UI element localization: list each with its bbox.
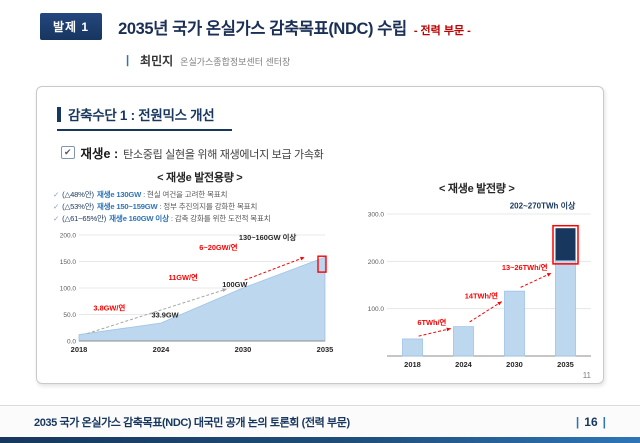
section-title-row: 감축수단 1 : 전원믹스 개선 [57, 104, 233, 131]
footer-pipe: | [575, 414, 580, 429]
svg-text:2024: 2024 [455, 360, 473, 369]
svg-text:6TWh/연: 6TWh/연 [417, 318, 446, 327]
svg-text:13~26TWh/연: 13~26TWh/연 [501, 263, 547, 272]
footer: 2035 국가 온실가스 감축목표(NDC) 대국민 공개 논의 토론회 (전력… [0, 405, 640, 437]
svg-text:100GW: 100GW [222, 280, 247, 289]
checkbox-icon: ✔ [61, 146, 75, 159]
header: 발제 1 2035년 국가 온실가스 감축목표(NDC) 수립 - 전력 부문 … [40, 13, 471, 40]
bullet-target: 재생e 130GW [96, 190, 142, 199]
svg-text:33.9GW: 33.9GW [152, 311, 179, 320]
bullet-desc: : 정부 추진의지를 강화한 목표치 [159, 202, 258, 212]
bullet-scenario: (△48%안) [62, 190, 94, 199]
svg-text:200.0: 200.0 [60, 233, 77, 240]
check-mark-icon: ✓ [53, 214, 60, 224]
content-card: 감축수단 1 : 전원믹스 개선 ✔ 재생e : 탄소중립 실현을 위해 재생에… [36, 86, 604, 384]
generation-bar-chart: 100.0 200.0 300.0 2018 2024 2030 2035 6TWh/연 14T… [367, 200, 591, 369]
svg-text:202~270TWh 이상: 202~270TWh 이상 [509, 200, 575, 210]
bullet-scenario: (△53%안) [62, 202, 94, 212]
speaker-divider: ㅣ [122, 54, 134, 68]
svg-text:14TWh/연: 14TWh/연 [464, 291, 497, 300]
svg-text:2030: 2030 [235, 345, 252, 354]
section-title-accent-bar [57, 106, 61, 122]
capacity-bullet: ✓ (△53%안) 재생e 150~159GW: 정부 추진의지를 강화한 목표치 [53, 201, 351, 213]
bar-highlight-outline [551, 224, 579, 265]
capacity-chart-title: < 재생e 발전용량 > [157, 172, 243, 184]
svg-text:300.0: 300.0 [367, 212, 384, 219]
bar-2024 [452, 326, 474, 357]
svg-text:130~160GW 이상: 130~160GW 이상 [239, 233, 297, 242]
footer-title: 2035 국가 온실가스 감축목표(NDC) 대국민 공개 논의 토론회 (전력… [34, 416, 350, 429]
bullet-desc: : 현실 여건을 고려한 목표치 [143, 190, 228, 199]
svg-text:2030: 2030 [506, 360, 523, 369]
capacity-bullet: ✓ (△48%안) 재생e 130GW: 현실 여건을 고려한 목표치 [53, 189, 351, 201]
bottom-accent-bar [0, 437, 640, 443]
capacity-area [78, 257, 326, 342]
svg-text:2018: 2018 [404, 360, 421, 369]
svg-text:11GW/연: 11GW/연 [168, 273, 198, 282]
capacity-chart-panel: < 재생e 발전용량 > ✓ (△48%안) 재생e 130GW: 현실 여건을 고… [49, 167, 351, 375]
svg-text:6~20GW/연: 6~20GW/연 [199, 243, 237, 252]
svg-text:2035: 2035 [557, 360, 574, 369]
check-mark-icon: ✓ [53, 190, 60, 199]
charts-area: < 재생e 발전용량 > ✓ (△48%안) 재생e 130GW: 현실 여건을 고… [37, 167, 603, 375]
bar-2035 [554, 259, 576, 357]
svg-text:100.0: 100.0 [60, 286, 77, 293]
svg-text:100.0: 100.0 [367, 306, 384, 313]
key-message-text: 탄소중립 실현을 위해 재생에너지 보급 가속화 [123, 149, 324, 161]
svg-text:150.0: 150.0 [60, 259, 77, 266]
footer-page-number: | 16 | [576, 415, 606, 429]
capacity-target-range-box [317, 255, 327, 274]
topic-badge-label: 발제 1 [53, 20, 90, 34]
bar-2018 [401, 338, 423, 357]
capacity-area-chart: 0.0 50.0 100.0 150.0 200.0 2018 2024 2030 2035 3.… [60, 233, 334, 355]
slide-title: 2035년 국가 온실가스 감축목표(NDC) 수립 [118, 19, 407, 38]
svg-text:0.0: 0.0 [67, 339, 76, 346]
footer-pipe: | [602, 414, 606, 429]
card-page-number: 11 [582, 371, 591, 380]
capacity-bullet: ✓ (△61~65%안) 재생e 160GW 이상: 감축 강화를 위한 도전적 목… [53, 213, 351, 225]
slide-title-suffix: - 전력 부문 - [413, 24, 471, 37]
title-wrap: 2035년 국가 온실가스 감축목표(NDC) 수립 - 전력 부문 - [118, 15, 471, 39]
key-message-label: 재생e : [80, 147, 119, 161]
capacity-bullet-list: ✓ (△48%안) 재생e 130GW: 현실 여건을 고려한 목표치 ✓ (△53%… [53, 189, 351, 225]
generation-chart-title: < 재생e 발전량 > [439, 183, 515, 195]
svg-text:2035: 2035 [317, 345, 334, 354]
bullet-scenario: (△61~65%안) [62, 214, 107, 224]
bar-2030 [503, 290, 525, 357]
bullet-desc: : 감축 강화를 위한 도전적 목표치 [170, 214, 271, 224]
speaker-name: 최민지 [140, 54, 174, 68]
speaker-line: ㅣ 최민지 온실가스종합정보센터 센터장 [122, 52, 290, 69]
speaker-affiliation: 온실가스종합정보센터 센터장 [180, 57, 291, 67]
bullet-target: 재생e 160GW 이상 [109, 214, 169, 224]
svg-text:2018: 2018 [71, 345, 88, 354]
bar-highlight-segment [555, 228, 576, 261]
generation-chart-panel: < 재생e 발전량 > 100.0 200.0 300.0 2018 2024 2030 2… [357, 167, 597, 375]
check-mark-icon: ✓ [53, 202, 60, 212]
key-message-row: ✔ 재생e : 탄소중립 실현을 위해 재생에너지 보급 가속화 [61, 143, 603, 162]
svg-text:3.8GW/연: 3.8GW/연 [93, 304, 125, 313]
footer-page-value: 16 [584, 414, 598, 429]
section-title: 감축수단 1 : 전원믹스 개선 [68, 108, 215, 123]
svg-text:200.0: 200.0 [367, 259, 384, 266]
svg-text:50.0: 50.0 [63, 312, 76, 319]
topic-badge: 발제 1 [40, 13, 103, 40]
svg-text:2024: 2024 [153, 345, 171, 354]
bullet-target: 재생e 150~159GW [96, 202, 158, 212]
